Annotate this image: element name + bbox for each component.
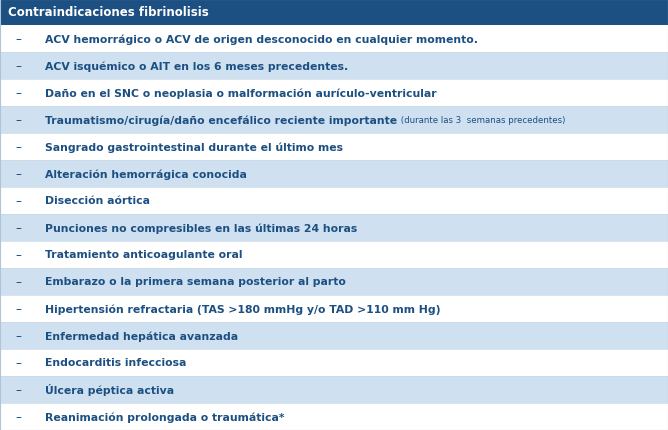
Text: Tratamiento anticoagulante oral: Tratamiento anticoagulante oral [45,250,243,260]
Bar [0,134,668,161]
Bar [0,403,668,430]
Text: –: – [16,275,21,289]
Text: –: – [16,329,21,342]
Text: –: – [16,410,21,423]
Bar [0,268,668,295]
Text: Daño en el SNC o neoplasia o malformación aurículo-ventricular: Daño en el SNC o neoplasia o malformació… [45,88,437,98]
Text: –: – [16,141,21,154]
Text: ACV isquémico o AIT en los 6 meses precedentes.: ACV isquémico o AIT en los 6 meses prece… [45,61,349,71]
Bar [0,161,668,187]
Bar [0,295,668,322]
Text: Hipertensión refractaria (TAS >180 mmHg y/o TAD >110 mm Hg): Hipertensión refractaria (TAS >180 mmHg … [45,304,441,314]
Bar [0,26,668,53]
Text: ACV hemorrágico o ACV de origen desconocido en cualquier momento.: ACV hemorrágico o ACV de origen desconoc… [45,34,478,45]
Text: Contraindicaciones fibrinolisis: Contraindicaciones fibrinolisis [8,6,209,19]
Bar [0,241,668,268]
Text: –: – [16,302,21,315]
Text: –: – [16,221,21,234]
Text: (durante las 3  semanas precedentes): (durante las 3 semanas precedentes) [397,116,565,125]
Text: Embarazo o la primera semana posterior al parto: Embarazo o la primera semana posterior a… [45,277,346,287]
Text: Punciones no compresibles en las últimas 24 horas: Punciones no compresibles en las últimas… [45,223,357,233]
Bar [0,349,668,376]
Text: Alteración hemorrágica conocida: Alteración hemorrágica conocida [45,169,247,179]
Text: –: – [16,194,21,208]
Text: –: – [16,60,21,73]
Text: Traumatismo/cirugía/daño encefálico reciente importante: Traumatismo/cirugía/daño encefálico reci… [45,115,397,126]
Text: Endocarditis infecciosa: Endocarditis infecciosa [45,358,187,368]
Text: –: – [16,168,21,181]
Bar [0,80,668,107]
Bar [0,53,668,80]
Text: –: – [16,114,21,127]
Bar [0,376,668,403]
Bar [0,322,668,349]
Text: –: – [16,249,21,261]
Text: –: – [16,33,21,46]
Bar [0,107,668,134]
Bar [0,187,668,215]
Text: Reanimación prolongada o traumática*: Reanimación prolongada o traumática* [45,411,285,422]
Text: –: – [16,356,21,369]
Text: Disección aórtica: Disección aórtica [45,196,150,206]
Text: Úlcera péptica activa: Úlcera péptica activa [45,384,174,396]
Text: Enfermedad hepática avanzada: Enfermedad hepática avanzada [45,331,238,341]
Text: –: – [16,383,21,396]
Text: –: – [16,87,21,100]
Bar [0,215,668,241]
Bar [0,0,668,26]
Text: Sangrado gastrointestinal durante el último mes: Sangrado gastrointestinal durante el últ… [45,142,343,152]
